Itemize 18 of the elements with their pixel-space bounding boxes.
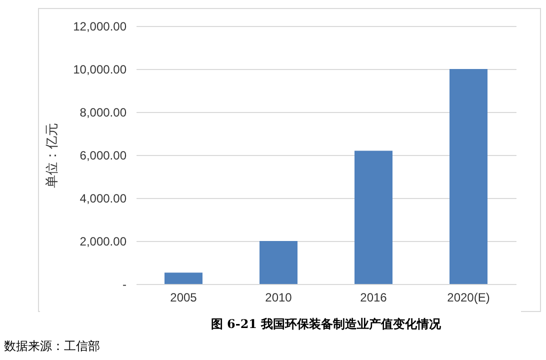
x-tick-label: 2020(E) — [447, 290, 490, 304]
x-tick-label: 2016 — [360, 290, 388, 304]
y-tick-label: 10,000.00 — [73, 62, 127, 76]
x-tick-label: 2005 — [170, 290, 198, 304]
y-tick-label: 2,000.00 — [80, 234, 127, 248]
y-axis-title: 单位：亿元 — [45, 123, 60, 188]
text: 图 6-21 我国环保装备制造业产值变化情况 — [210, 317, 442, 331]
y-tick-label: 12,000.00 — [73, 20, 127, 34]
y-tick-label: - — [122, 278, 126, 292]
bar — [354, 150, 392, 284]
bar — [450, 69, 488, 284]
y-tick-label: 8,000.00 — [80, 106, 127, 120]
y-tick-label: 6,000.00 — [80, 148, 127, 162]
x-tick-label: 2010 — [265, 290, 292, 304]
source-note: 数据来源：工信部 — [4, 338, 100, 355]
bar — [260, 241, 298, 284]
y-tick-label: 4,000.00 — [80, 192, 127, 206]
bar — [164, 272, 202, 284]
